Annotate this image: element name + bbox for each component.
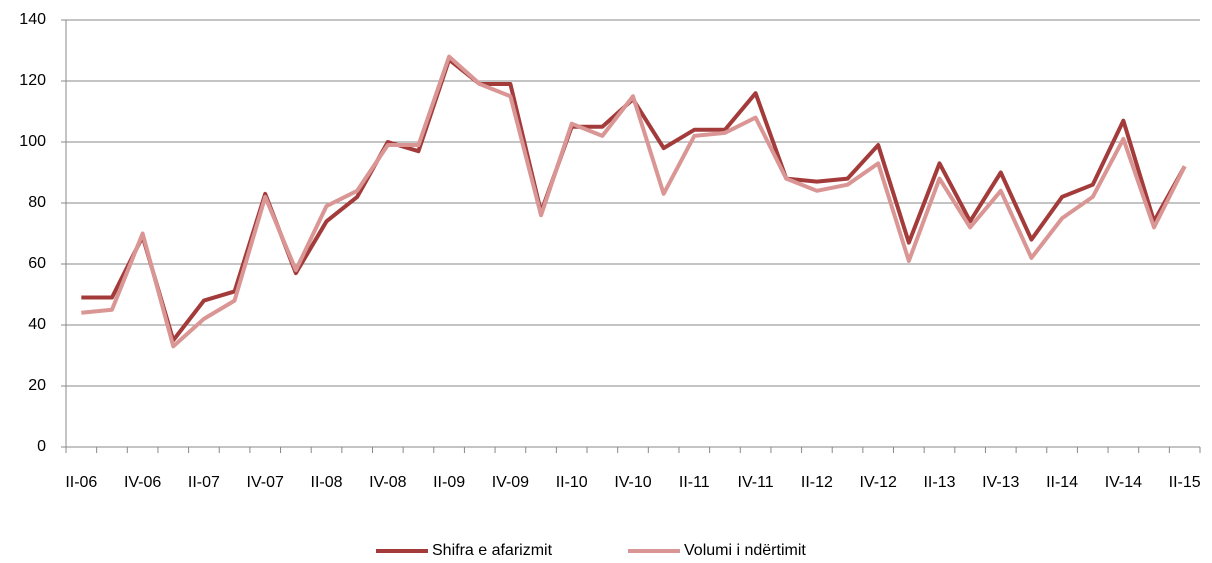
x-tick-label: IV-06 (124, 474, 161, 491)
y-tick-label: 120 (19, 72, 46, 89)
x-tick-label: II-08 (311, 474, 343, 491)
x-tick-label: IV-08 (369, 474, 406, 491)
x-tick-label: IV-07 (247, 474, 284, 491)
series-line (81, 54, 1187, 349)
x-tick-label: IV-14 (1105, 474, 1142, 491)
x-tick-label: II-11 (679, 474, 710, 491)
legend-label: Volumi i ndërtimit (684, 542, 806, 559)
y-tick-label: 60 (28, 255, 46, 272)
x-tick-label: II-12 (801, 474, 833, 491)
y-tick-label: 40 (28, 316, 46, 333)
y-tick-label: 20 (28, 377, 46, 394)
x-tick-label: II-10 (556, 474, 588, 491)
x-tick-label: II-13 (923, 474, 955, 491)
x-tick-label: IV-09 (492, 474, 529, 491)
y-tick-label: 100 (19, 133, 46, 150)
legend-label: Shifra e afarizmit (432, 542, 553, 559)
x-tick-label: IV-13 (982, 474, 1019, 491)
x-tick-label: II-15 (1169, 474, 1201, 491)
y-tick-label: 140 (19, 11, 46, 28)
x-tick-label: II-07 (188, 474, 220, 491)
x-tick-label: II-06 (65, 474, 97, 491)
x-tick-label: II-14 (1046, 474, 1078, 491)
y-tick-label: 80 (28, 194, 46, 211)
x-tick-label: IV-10 (614, 474, 651, 491)
x-tick-label: IV-12 (860, 474, 897, 491)
y-tick-label: 0 (37, 438, 46, 455)
x-tick-label: IV-11 (738, 474, 774, 491)
x-tick-label: II-09 (433, 474, 465, 491)
